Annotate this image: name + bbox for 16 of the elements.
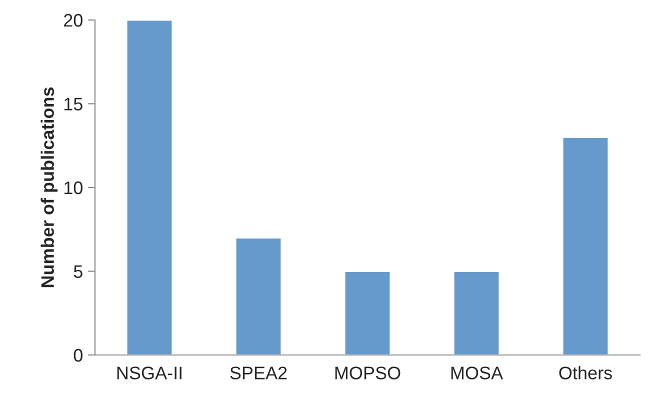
bar xyxy=(234,237,282,355)
bar xyxy=(344,270,392,355)
x-tick-label: MOPSO xyxy=(335,366,400,380)
x-tick-label: Others xyxy=(559,366,612,380)
x-tick-label: MOSA xyxy=(451,366,504,380)
bar xyxy=(562,136,610,355)
y-axis-title: Number of publications xyxy=(40,87,58,288)
y-tick-label: 10 xyxy=(64,181,82,194)
y-tick-label: 15 xyxy=(64,98,82,110)
y-tick-label: 5 xyxy=(74,265,82,278)
bar xyxy=(452,270,500,355)
y-tick-label: 20 xyxy=(64,14,82,27)
x-tick-label: NSGA-II xyxy=(117,366,182,380)
bar xyxy=(126,20,174,355)
x-tick-label: SPEA2 xyxy=(230,366,287,380)
y-tick-label: 0 xyxy=(74,348,82,362)
